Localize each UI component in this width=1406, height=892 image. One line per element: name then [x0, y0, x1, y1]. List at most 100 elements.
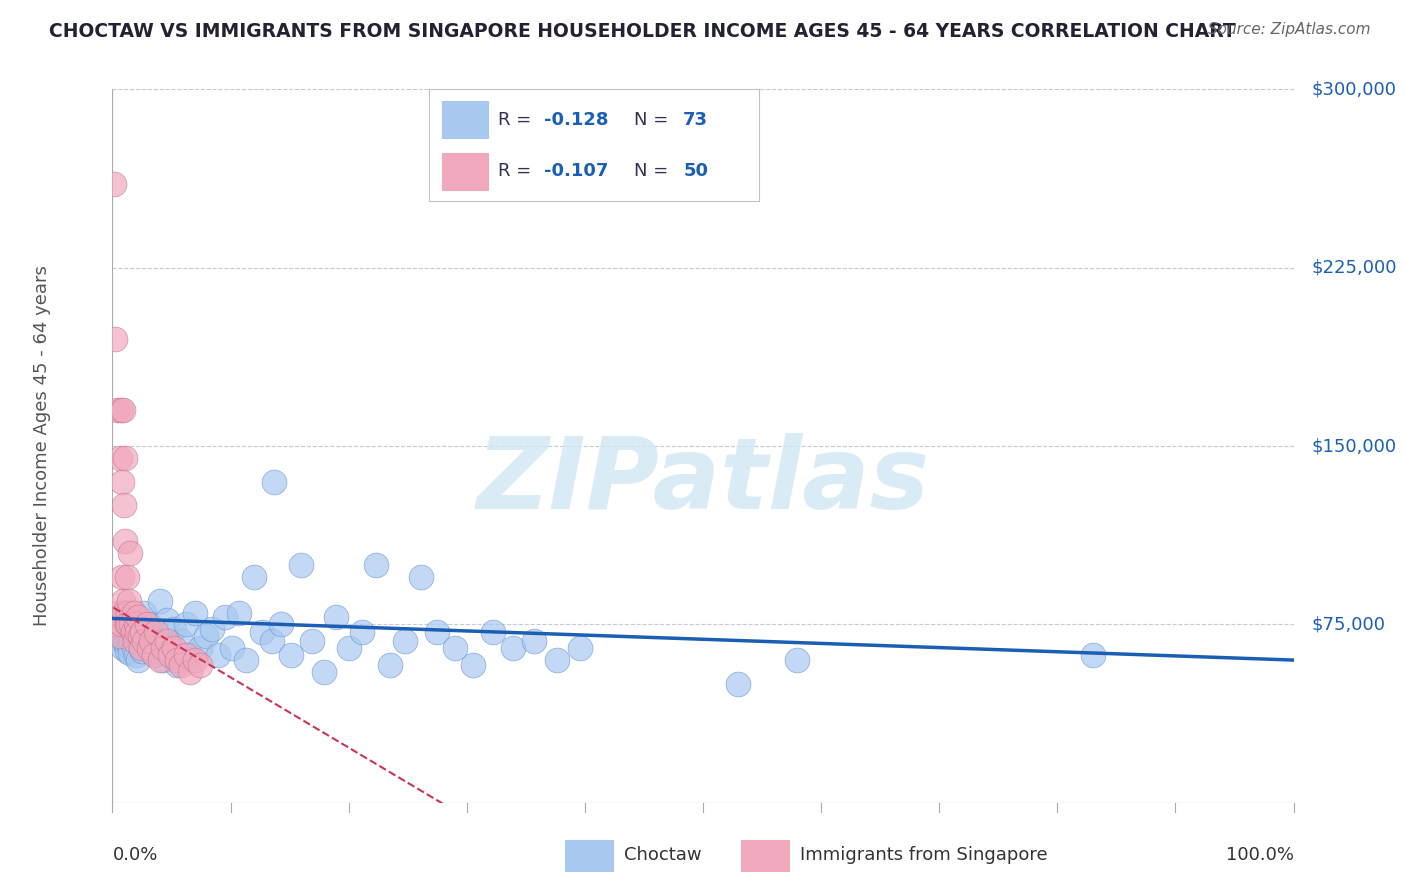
Point	[118, 639, 141, 653]
Point	[214, 610, 236, 624]
Point	[270, 617, 292, 632]
Point	[127, 653, 149, 667]
Point	[124, 634, 146, 648]
Text: Choctaw: Choctaw	[624, 847, 702, 864]
Point	[301, 634, 323, 648]
Point	[141, 624, 163, 639]
Text: Source: ZipAtlas.com: Source: ZipAtlas.com	[1208, 22, 1371, 37]
Point	[145, 624, 167, 639]
Point	[263, 475, 285, 489]
Text: -0.107: -0.107	[544, 162, 609, 180]
Point	[142, 646, 165, 660]
Point	[111, 570, 134, 584]
Bar	[441, 102, 488, 138]
Text: 50: 50	[683, 162, 709, 180]
Point	[138, 617, 160, 632]
Point	[107, 624, 129, 639]
Point	[125, 648, 148, 663]
Point	[174, 648, 197, 663]
Point	[134, 634, 156, 648]
Point	[481, 624, 503, 639]
Point	[170, 657, 193, 672]
Point	[170, 634, 193, 648]
Point	[112, 593, 135, 607]
Point	[114, 450, 136, 465]
Point	[364, 558, 387, 572]
Point	[105, 403, 128, 417]
Point	[243, 570, 266, 584]
Point	[112, 499, 135, 513]
Point	[188, 657, 211, 672]
Point	[179, 665, 201, 679]
Point	[786, 653, 808, 667]
Point	[105, 617, 128, 632]
Point	[128, 639, 150, 653]
Text: R =: R =	[498, 162, 537, 180]
Point	[260, 634, 283, 648]
Point	[546, 653, 568, 667]
Point	[444, 641, 467, 656]
Point	[115, 617, 138, 632]
Point	[523, 634, 546, 648]
Point	[149, 593, 172, 607]
Text: 73: 73	[683, 111, 709, 128]
Point	[138, 641, 160, 656]
Point	[152, 653, 174, 667]
Point	[110, 634, 132, 648]
Point	[325, 610, 347, 624]
Text: 0.0%: 0.0%	[112, 846, 157, 863]
Text: Immigrants from Singapore: Immigrants from Singapore	[800, 847, 1047, 864]
Text: $75,000: $75,000	[1312, 615, 1385, 633]
Point	[125, 617, 148, 632]
Point	[207, 648, 229, 663]
Point	[145, 632, 167, 646]
Point	[228, 606, 250, 620]
Point	[129, 627, 152, 641]
Point	[163, 622, 186, 636]
Text: Householder Income Ages 45 - 64 years: Householder Income Ages 45 - 64 years	[32, 266, 51, 626]
Point	[166, 653, 188, 667]
Point	[337, 641, 360, 656]
Point	[1081, 648, 1104, 663]
Point	[159, 639, 181, 653]
Point	[221, 641, 243, 656]
Point	[127, 620, 149, 634]
Point	[159, 648, 181, 663]
Point	[426, 624, 449, 639]
Point	[135, 617, 157, 632]
Point	[128, 629, 150, 643]
Point	[312, 665, 335, 679]
Point	[112, 622, 135, 636]
Point	[115, 570, 138, 584]
Bar	[441, 153, 488, 189]
Point	[108, 629, 131, 643]
Point	[184, 653, 207, 667]
Point	[156, 634, 179, 648]
Point	[120, 546, 142, 560]
Point	[201, 622, 224, 636]
Point	[727, 677, 749, 691]
Point	[166, 657, 188, 672]
Point	[179, 648, 201, 663]
Text: R =: R =	[498, 111, 537, 128]
Point	[156, 613, 179, 627]
Point	[350, 624, 373, 639]
Text: CHOCTAW VS IMMIGRANTS FROM SINGAPORE HOUSEHOLDER INCOME AGES 45 - 64 YEARS CORRE: CHOCTAW VS IMMIGRANTS FROM SINGAPORE HOU…	[49, 22, 1236, 41]
Point	[112, 641, 135, 656]
Point	[120, 646, 142, 660]
Point	[107, 606, 129, 620]
Point	[108, 450, 131, 465]
Point	[118, 593, 141, 607]
Point	[235, 653, 257, 667]
Point	[117, 629, 139, 643]
Point	[112, 606, 135, 620]
Text: 100.0%: 100.0%	[1226, 846, 1294, 863]
Point	[378, 657, 401, 672]
Point	[122, 641, 145, 656]
Point	[131, 624, 153, 639]
Point	[114, 636, 136, 650]
Point	[194, 629, 217, 643]
Point	[110, 403, 132, 417]
Point	[127, 624, 149, 639]
Point	[252, 624, 274, 639]
